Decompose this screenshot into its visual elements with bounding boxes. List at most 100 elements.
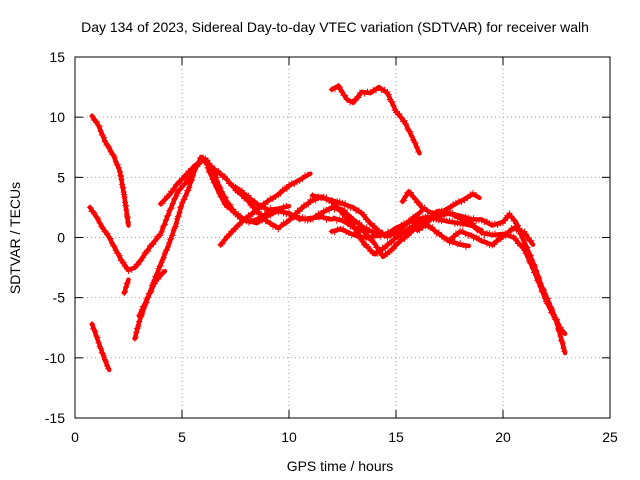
data-point <box>424 208 431 215</box>
data-point <box>363 229 370 236</box>
data-point <box>462 213 469 220</box>
data-point <box>98 349 105 356</box>
data-point <box>132 334 139 341</box>
data-point <box>221 201 228 208</box>
data-point <box>465 214 472 221</box>
data-point <box>107 235 114 242</box>
data-point <box>537 280 544 287</box>
data-point <box>407 128 414 135</box>
data-point <box>232 209 239 216</box>
data-point <box>125 219 132 226</box>
data-point <box>176 186 183 193</box>
data-point <box>97 128 104 135</box>
data-point <box>125 267 132 274</box>
data-point <box>523 243 530 250</box>
data-point <box>137 311 144 318</box>
data-point <box>264 213 271 220</box>
data-point <box>249 211 256 218</box>
series-track-10 <box>232 183 292 214</box>
data-point <box>536 275 543 282</box>
y-tick-label: -5 <box>53 290 66 306</box>
data-point <box>208 162 215 169</box>
data-point <box>280 203 287 210</box>
data-point <box>359 238 366 245</box>
data-point <box>307 216 314 223</box>
data-point <box>164 213 171 220</box>
data-point <box>160 222 167 229</box>
data-point <box>121 194 128 201</box>
data-point <box>169 200 176 207</box>
data-point <box>272 207 279 214</box>
data-point <box>340 225 347 232</box>
data-point <box>402 121 409 128</box>
data-point <box>508 213 515 220</box>
data-point <box>106 233 113 240</box>
data-point <box>502 217 509 224</box>
data-point <box>131 335 138 342</box>
data-point <box>95 215 102 222</box>
data-point <box>144 294 151 301</box>
data-point <box>411 139 418 146</box>
data-point <box>179 199 185 206</box>
series-track-3 <box>121 277 131 296</box>
data-point <box>407 189 414 196</box>
data-point <box>120 259 127 266</box>
data-point <box>403 221 410 228</box>
series-track-1 <box>89 112 132 228</box>
data-point <box>221 236 228 243</box>
data-point <box>245 192 252 199</box>
data-point <box>202 157 209 164</box>
data-point <box>296 208 303 215</box>
data-point <box>235 210 242 217</box>
data-point <box>351 231 358 238</box>
data-point <box>116 252 123 259</box>
series-track-16 <box>414 208 568 337</box>
data-point <box>218 194 225 201</box>
data-point <box>429 224 436 231</box>
data-point <box>96 123 103 130</box>
data-point <box>350 205 357 212</box>
data-point <box>390 229 397 236</box>
series-track-17 <box>446 225 536 249</box>
data-point <box>208 171 215 178</box>
data-point <box>267 212 274 219</box>
data-point <box>94 334 101 341</box>
data-point <box>272 223 279 230</box>
data-point <box>421 204 428 211</box>
data-point <box>182 192 189 199</box>
data-point <box>191 162 198 169</box>
data-point <box>415 148 422 155</box>
data-point <box>104 230 111 237</box>
chart-title: Day 134 of 2023, Sidereal Day-to-day VTE… <box>81 19 589 35</box>
data-point <box>407 229 414 236</box>
data-point <box>167 205 174 212</box>
data-point <box>405 127 412 134</box>
data-point <box>435 229 442 236</box>
data-point <box>118 173 125 180</box>
data-point <box>209 176 216 183</box>
data-point <box>413 144 420 151</box>
data-point <box>510 225 517 232</box>
data-point <box>302 217 309 224</box>
series-track-4 <box>89 321 112 373</box>
data-point <box>371 232 378 239</box>
data-point <box>459 227 466 234</box>
data-point <box>264 206 271 213</box>
data-point <box>299 176 306 183</box>
y-tick-label: -15 <box>45 410 65 426</box>
data-point <box>121 289 128 296</box>
y-tick-label: 15 <box>49 49 65 65</box>
data-point <box>152 237 159 244</box>
data-point <box>438 232 445 239</box>
data-point <box>348 232 355 239</box>
data-point <box>253 201 260 208</box>
data-point <box>336 83 343 90</box>
data-point <box>350 99 357 106</box>
data-point <box>315 193 322 200</box>
data-point <box>194 162 201 169</box>
data-series <box>86 82 568 373</box>
data-point <box>294 178 301 185</box>
data-point <box>455 198 462 205</box>
data-point <box>304 215 311 222</box>
data-point <box>416 227 423 234</box>
